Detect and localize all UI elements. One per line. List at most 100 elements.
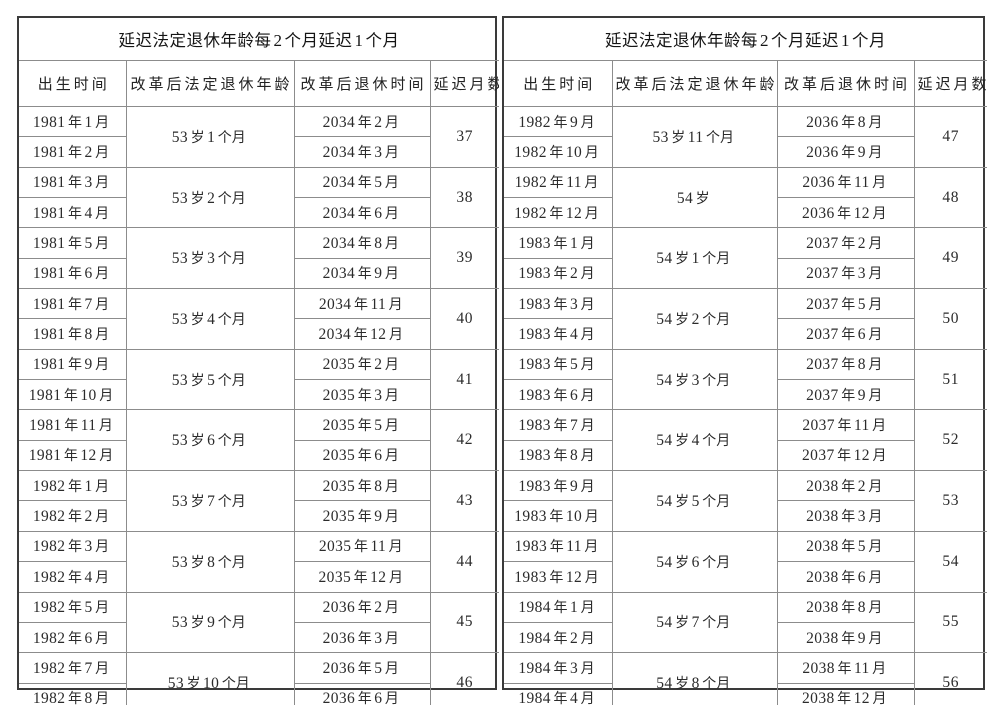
column-header-delay-months: 延迟月数 bbox=[429, 60, 499, 107]
cell-retirement-time: 2034 年 2 月 bbox=[293, 105, 431, 138]
table-body-left: 延迟法定退休年龄每 2 个月延迟 1 个月 出生时间 改革后法定退休年龄 改革后退休时间 延迟月… bbox=[19, 18, 499, 705]
cell-birth-time: 1982 年 12 月 bbox=[504, 197, 613, 229]
cell-retirement-time: 2034 年 11 月 bbox=[293, 288, 431, 320]
cell-birth-time: 1984 年 2 月 bbox=[504, 621, 613, 654]
cell-retirement-age: 53 岁 11 个月 bbox=[611, 106, 778, 168]
cell-retirement-age: 53 岁 3 个月 bbox=[125, 227, 295, 290]
cell-delay-months: 46 bbox=[429, 652, 499, 705]
schedule-grid-right: 延迟法定退休年龄每 2 个月延迟 1 个月 出生时间 改革后法定退休年龄 改革后退休时间 延迟月… bbox=[504, 18, 987, 705]
table-body-right: 延迟法定退休年龄每 2 个月延迟 1 个月 出生时间 改革后法定退休年龄 改革后退休时间 延迟月… bbox=[504, 18, 987, 705]
cell-retirement-age: 54 岁 bbox=[611, 166, 778, 229]
cell-retirement-age: 54 岁 3 个月 bbox=[611, 348, 778, 411]
column-header-retirement-age: 改革后法定退休年龄 bbox=[611, 60, 778, 107]
cell-retirement-time: 2035 年 3 月 bbox=[293, 379, 430, 411]
cell-retirement-time: 2038 年 12 月 bbox=[776, 682, 914, 705]
table-row: 1981 年 8 月 2034 年 12 月 bbox=[19, 318, 499, 350]
cell-retirement-time: 2035 年 2 月 bbox=[293, 348, 431, 381]
table-row: 1984 年 3 月 54 岁 8 个月 2038 年 11 月 56 bbox=[504, 652, 987, 705]
cell-retirement-time: 2037 年 11 月 bbox=[776, 409, 915, 441]
cell-birth-time: 1984 年 1 月 bbox=[504, 591, 613, 623]
table-row: 1983 年 4 月 2037 年 6 月 bbox=[504, 318, 987, 350]
cell-birth-time: 1981 年 2 月 bbox=[19, 136, 127, 168]
table-row: 1983 年 10 月 2038 年 3 月 bbox=[504, 500, 987, 532]
cell-delay-months: 52 bbox=[913, 409, 987, 472]
table-row: 1982 年 5 月 53 岁 9 个月 2036 年 2 月 45 bbox=[19, 591, 499, 654]
cell-birth-time: 1981 年 7 月 bbox=[19, 288, 127, 320]
cell-retirement-age: 53 岁 10 个月 bbox=[125, 652, 295, 705]
cell-retirement-time: 2037 年 9 月 bbox=[776, 379, 914, 411]
cell-retirement-age: 53 岁 4 个月 bbox=[125, 288, 295, 350]
table-row: 1982 年 1 月 53 岁 7 个月 2035 年 8 月 43 bbox=[19, 470, 499, 532]
cell-retirement-time: 2034 年 12 月 bbox=[293, 318, 430, 350]
table-row: 1981 年 1 月 53 岁 1 个月 2034 年 2 月 37 bbox=[19, 105, 499, 168]
cell-retirement-time: 2037 年 2 月 bbox=[776, 227, 915, 259]
table-row: 1981 年 3 月 53 岁 2 个月 2034 年 5 月 38 bbox=[19, 166, 499, 229]
cell-delay-months: 44 bbox=[429, 530, 499, 593]
cell-delay-months: 48 bbox=[913, 166, 987, 229]
cell-birth-time: 1982 年 1 月 bbox=[19, 470, 127, 502]
cell-retirement-time: 2037 年 6 月 bbox=[776, 318, 914, 350]
cell-retirement-time: 2035 年 12 月 bbox=[293, 561, 430, 593]
column-header-retirement-time: 改革后退休时间 bbox=[776, 60, 915, 107]
table-title-row: 延迟法定退休年龄每 2 个月延迟 1 个月 bbox=[504, 18, 987, 61]
cell-retirement-age: 53 岁 9 个月 bbox=[125, 591, 295, 654]
cell-birth-time: 1983 年 2 月 bbox=[504, 257, 613, 290]
cell-birth-time: 1984 年 3 月 bbox=[504, 652, 613, 684]
table-header-row: 出生时间 改革后法定退休年龄 改革后退休时间 延迟月数 bbox=[19, 60, 499, 107]
cell-delay-months: 37 bbox=[429, 106, 499, 168]
cell-birth-time: 1981 年 3 月 bbox=[19, 166, 127, 199]
cell-birth-time: 1981 年 9 月 bbox=[19, 348, 127, 381]
cell-retirement-age: 54 岁 6 个月 bbox=[611, 530, 778, 593]
cell-birth-time: 1982 年 9 月 bbox=[504, 105, 613, 138]
table-title: 延迟法定退休年龄每 2 个月延迟 1 个月 bbox=[504, 18, 987, 61]
table-row: 1981 年 2 月 2034 年 3 月 bbox=[19, 136, 499, 168]
table-row: 1981 年 6 月 2034 年 9 月 bbox=[19, 257, 499, 290]
cell-delay-months: 50 bbox=[913, 288, 987, 350]
cell-birth-time: 1981 年 1 月 bbox=[19, 105, 127, 138]
cell-retirement-time: 2034 年 5 月 bbox=[293, 166, 431, 199]
table-row: 1981 年 5 月 53 岁 3 个月 2034 年 8 月 39 bbox=[19, 227, 499, 290]
cell-retirement-time: 2038 年 3 月 bbox=[776, 500, 914, 532]
table-header-row: 出生时间 改革后法定退休年龄 改革后退休时间 延迟月数 bbox=[504, 60, 987, 107]
column-header-birth-time: 出生时间 bbox=[504, 60, 613, 107]
cell-delay-months: 43 bbox=[429, 470, 499, 532]
table-row: 1983 年 5 月 54 岁 3 个月 2037 年 8 月 51 bbox=[504, 348, 987, 411]
column-header-delay-months: 延迟月数 bbox=[913, 60, 987, 107]
table-row: 1981 年 10 月 2035 年 3 月 bbox=[19, 379, 499, 411]
cell-retirement-age: 53 岁 1 个月 bbox=[125, 106, 295, 168]
cell-retirement-age: 53 岁 2 个月 bbox=[125, 166, 295, 229]
cell-retirement-age: 54 岁 2 个月 bbox=[611, 288, 778, 350]
cell-retirement-time: 2037 年 12 月 bbox=[776, 439, 914, 472]
cell-birth-time: 1981 年 5 月 bbox=[19, 227, 127, 259]
cell-birth-time: 1983 年 7 月 bbox=[504, 409, 613, 441]
cell-delay-months: 56 bbox=[913, 652, 987, 705]
cell-retirement-time: 2034 年 3 月 bbox=[293, 136, 430, 168]
cell-retirement-time: 2037 年 3 月 bbox=[776, 257, 914, 290]
table-row: 1982 年 8 月 2036 年 6 月 bbox=[19, 682, 499, 705]
cell-birth-time: 1982 年 2 月 bbox=[19, 500, 127, 532]
cell-retirement-time: 2036 年 5 月 bbox=[293, 652, 431, 684]
cell-birth-time: 1983 年 6 月 bbox=[504, 379, 613, 411]
cell-retirement-age: 53 岁 5 个月 bbox=[125, 348, 295, 411]
cell-birth-time: 1982 年 3 月 bbox=[19, 530, 127, 563]
cell-retirement-time: 2035 年 11 月 bbox=[293, 530, 431, 563]
cell-retirement-age: 53 岁 6 个月 bbox=[125, 409, 295, 472]
cell-delay-months: 41 bbox=[429, 348, 499, 411]
cell-birth-time: 1982 年 6 月 bbox=[19, 621, 127, 654]
table-row: 1981 年 12 月 2035 年 6 月 bbox=[19, 439, 499, 472]
cell-delay-months: 42 bbox=[429, 409, 499, 472]
cell-delay-months: 45 bbox=[429, 591, 499, 654]
cell-retirement-age: 53 岁 7 个月 bbox=[125, 470, 295, 532]
cell-delay-months: 49 bbox=[913, 227, 987, 290]
cell-birth-time: 1983 年 11 月 bbox=[504, 530, 613, 563]
cell-retirement-time: 2038 年 9 月 bbox=[776, 621, 914, 654]
cell-retirement-age: 54 岁 4 个月 bbox=[611, 409, 778, 472]
cell-birth-time: 1981 年 11 月 bbox=[19, 409, 127, 441]
cell-birth-time: 1982 年 5 月 bbox=[19, 591, 127, 623]
table-row: 1984 年 1 月 54 岁 7 个月 2038 年 8 月 55 bbox=[504, 591, 987, 654]
cell-retirement-time: 2038 年 8 月 bbox=[776, 591, 915, 623]
cell-delay-months: 39 bbox=[429, 227, 499, 290]
cell-birth-time: 1981 年 4 月 bbox=[19, 197, 127, 229]
table-row: 1983 年 8 月 2037 年 12 月 bbox=[504, 439, 987, 472]
